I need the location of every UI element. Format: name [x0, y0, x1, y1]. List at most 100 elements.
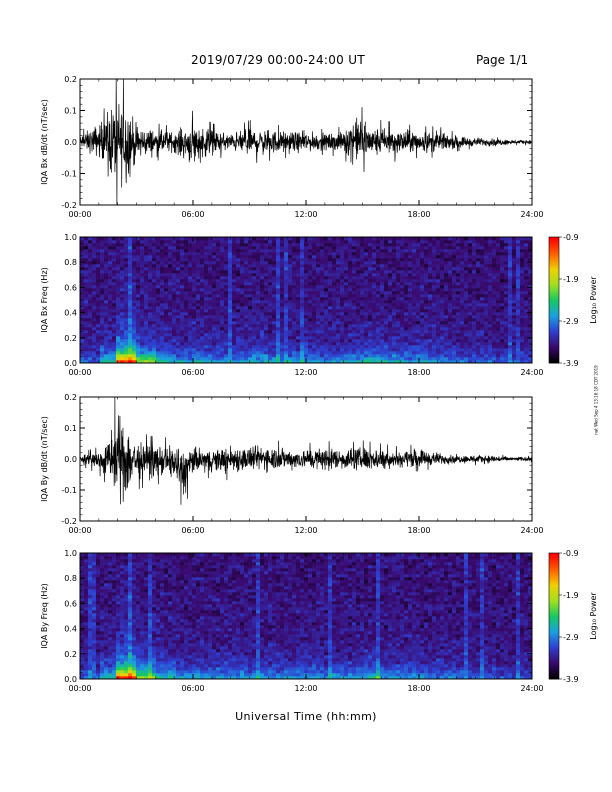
spectrogram-cell [428, 279, 433, 283]
spectrogram-cell [84, 294, 89, 298]
spectrogram-cell [144, 306, 149, 310]
spectrogram-cell [328, 354, 333, 358]
spectrogram-cell [152, 276, 157, 280]
spectrogram-cell [188, 324, 193, 328]
spectrogram-cell [512, 276, 517, 280]
spectrogram-cell [392, 324, 397, 328]
spectrogram-cell [400, 267, 405, 271]
spectrogram-cell [460, 318, 465, 322]
spectrogram-cell [296, 273, 301, 277]
spectrogram-cell [268, 309, 273, 313]
spectrogram-cell [264, 354, 269, 358]
spectrogram-cell [520, 306, 525, 310]
spectrogram-cell [392, 300, 397, 304]
spectrogram-cell [164, 237, 169, 241]
spectrogram-cell [508, 258, 513, 262]
spectrogram-cell [432, 318, 437, 322]
spectrogram-cell [204, 306, 209, 310]
spectrogram-cell [304, 258, 309, 262]
spectrogram-cell [248, 360, 253, 364]
spectrogram-cell [504, 294, 509, 298]
spectrogram-cell [472, 348, 477, 352]
spectrogram-cell [508, 330, 513, 334]
spectrogram-cell [316, 237, 321, 241]
spectrogram-cell [396, 240, 401, 244]
spectrogram-cell [92, 285, 97, 289]
spectrogram-cell [172, 351, 177, 355]
spectrogram-cell [188, 318, 193, 322]
spectrogram-cell [528, 294, 533, 298]
spectrogram-cell [476, 240, 481, 244]
spectrogram-cell [464, 342, 469, 346]
spectrogram-cell [264, 330, 269, 334]
spectrogram-cell [244, 276, 249, 280]
spectrogram-cell [168, 276, 173, 280]
spectrogram-cell [308, 249, 313, 253]
colorbar-swatch [549, 331, 559, 334]
spectrogram-cell [508, 276, 513, 280]
spectrogram-cell [440, 246, 445, 250]
spectrogram-cell [144, 312, 149, 316]
spectrogram-cell [340, 243, 345, 247]
spectrogram-cell [168, 279, 173, 283]
spectrogram-cell [168, 360, 173, 364]
spectrogram-cell [468, 312, 473, 316]
spectrogram-cell [484, 312, 489, 316]
spectrogram-cell [248, 285, 253, 289]
spectrogram-cell [416, 294, 421, 298]
spectrogram-cell [500, 342, 505, 346]
spectrogram-cell [136, 276, 141, 280]
spectrogram-cell [152, 279, 157, 283]
spectrogram-cell [92, 360, 97, 364]
spectrogram-cell [504, 360, 509, 364]
spectrogram-cell [272, 354, 277, 358]
spectrogram-cell [416, 249, 421, 253]
spectrogram-cell [308, 345, 313, 349]
spectrogram-cell [160, 252, 165, 256]
spectrogram-cell [404, 291, 409, 295]
spectrogram-cell [312, 264, 317, 268]
spectrogram-cell [176, 336, 181, 340]
spectrogram-cell [228, 279, 233, 283]
spectrogram-cell [120, 342, 125, 346]
spectrogram-cell [208, 255, 213, 259]
spectrogram-cell [360, 327, 365, 331]
spectrogram-cell [504, 270, 509, 274]
spectrogram-cell [304, 315, 309, 319]
spectrogram-cell [332, 339, 337, 343]
spectrogram-cell [452, 312, 457, 316]
spectrogram-cell [176, 243, 181, 247]
spectrogram-cell [424, 279, 429, 283]
spectrogram-cell [196, 300, 201, 304]
spectrogram-cell [156, 279, 161, 283]
spectrogram-cell [192, 291, 197, 295]
spectrogram-cell [208, 294, 213, 298]
spectrogram-cell [508, 267, 513, 271]
panel-2-axes: 00:00 06:00 12:00 18:00 24:001.00.80.60.40.2… [40, 233, 544, 377]
spectrogram-cell [264, 249, 269, 253]
spectrogram-cell [108, 258, 113, 262]
spectrogram-cell [132, 354, 137, 358]
spectrogram-cell [160, 333, 165, 337]
spectrogram-cell [220, 252, 225, 256]
spectrogram-cell [524, 345, 529, 349]
spectrogram-cell [416, 327, 421, 331]
spectrogram-cell [344, 249, 349, 253]
spectrogram-cell [292, 324, 297, 328]
spectrogram-cell [432, 321, 437, 325]
spectrogram-cell [524, 273, 529, 277]
spectrogram-cell [328, 264, 333, 268]
spectrogram-cell [432, 294, 437, 298]
spectrogram-cell [432, 249, 437, 253]
spectrogram-cell [408, 321, 413, 325]
spectrogram-cell [276, 288, 281, 292]
spectrogram-cell [104, 264, 109, 268]
spectrogram-cell [428, 264, 433, 268]
spectrogram-cell [524, 306, 529, 310]
spectrogram-cell [452, 345, 457, 349]
y-tick-label: -0.1 [61, 170, 77, 179]
spectrogram-cell [496, 267, 501, 271]
spectrogram-cell [284, 291, 289, 295]
spectrogram-cell [524, 327, 529, 331]
spectrogram-cell [424, 249, 429, 253]
